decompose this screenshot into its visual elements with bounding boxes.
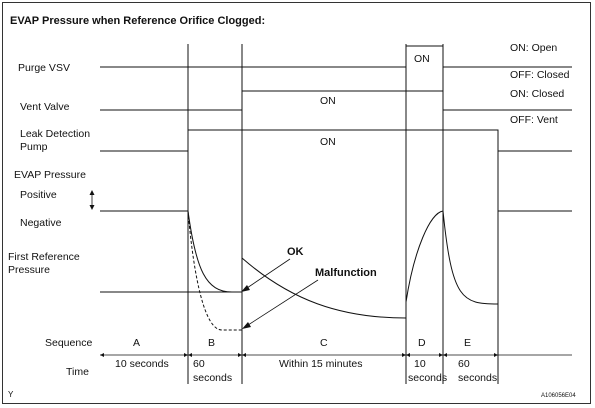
label-time: Time (66, 366, 89, 378)
sequence-d: D (418, 337, 426, 349)
corner-mark: Y (8, 390, 14, 399)
malfunction-annotation: Malfunction (315, 267, 377, 279)
malfunction-leader-line (244, 279, 319, 328)
ok-arrowhead (241, 285, 250, 292)
duration-e-line2: seconds (458, 372, 497, 384)
vent-valve-signal (100, 90, 572, 111)
duration-d-line1: 10 (414, 358, 426, 370)
malfunction-arrowhead (242, 322, 251, 329)
diagram-title: EVAP Pressure when Reference Orifice Clo… (10, 15, 265, 27)
duration-c: Within 15 minutes (279, 358, 362, 370)
legend-off-closed: OFF: Closed (510, 69, 570, 81)
sequence-c: C (320, 337, 328, 349)
malfunction-curve-phase-b (187, 210, 242, 331)
sequence-e: E (464, 337, 471, 349)
label-first-reference: First Reference (8, 251, 80, 263)
sequence-a: A (133, 337, 140, 349)
label-vent-valve: Vent Valve (20, 101, 70, 113)
pressure-curve-phase-d (405, 210, 444, 318)
label-pump: Pump (20, 141, 48, 153)
label-purge-vsv: Purge VSV (18, 62, 70, 74)
pressure-direction-arrow (89, 190, 95, 210)
label-negative: Negative (20, 217, 62, 229)
duration-b-line1: 60 (193, 358, 205, 370)
label-positive: Positive (20, 189, 57, 201)
label-evap-pressure: EVAP Pressure (14, 169, 86, 181)
sequence-b: B (208, 337, 215, 349)
pressure-curve-phase-c (241, 257, 407, 319)
duration-b-line2: seconds (193, 372, 232, 384)
purge-vsv-signal (100, 45, 572, 68)
legend-on-closed: ON: Closed (510, 88, 564, 100)
figure-code: A106056E04 (541, 393, 576, 399)
leak-pump-signal (100, 129, 572, 152)
label-pressure: Pressure (8, 264, 50, 276)
ok-curve-phase-b (187, 210, 242, 293)
pressure-curve-phase-e (442, 210, 499, 305)
label-leak-detection: Leak Detection (20, 128, 90, 140)
duration-e-line1: 60 (458, 358, 470, 370)
legend-off-vent: OFF: Vent (510, 114, 558, 126)
legend-on-open: ON: Open (510, 42, 557, 54)
leak-pump-on-label: ON (320, 136, 336, 148)
phase-boundaries (187, 44, 499, 384)
ok-leader-line (243, 258, 291, 291)
duration-d-line2: seconds (408, 372, 447, 384)
label-sequence: Sequence (45, 337, 92, 349)
vent-valve-on-label: ON (320, 95, 336, 107)
purge-vsv-on-label: ON (414, 53, 430, 65)
diagram-frame (2, 2, 591, 404)
duration-a: 10 seconds (115, 358, 169, 370)
time-axis-arrowheads (100, 353, 498, 357)
ok-annotation: OK (287, 246, 304, 258)
